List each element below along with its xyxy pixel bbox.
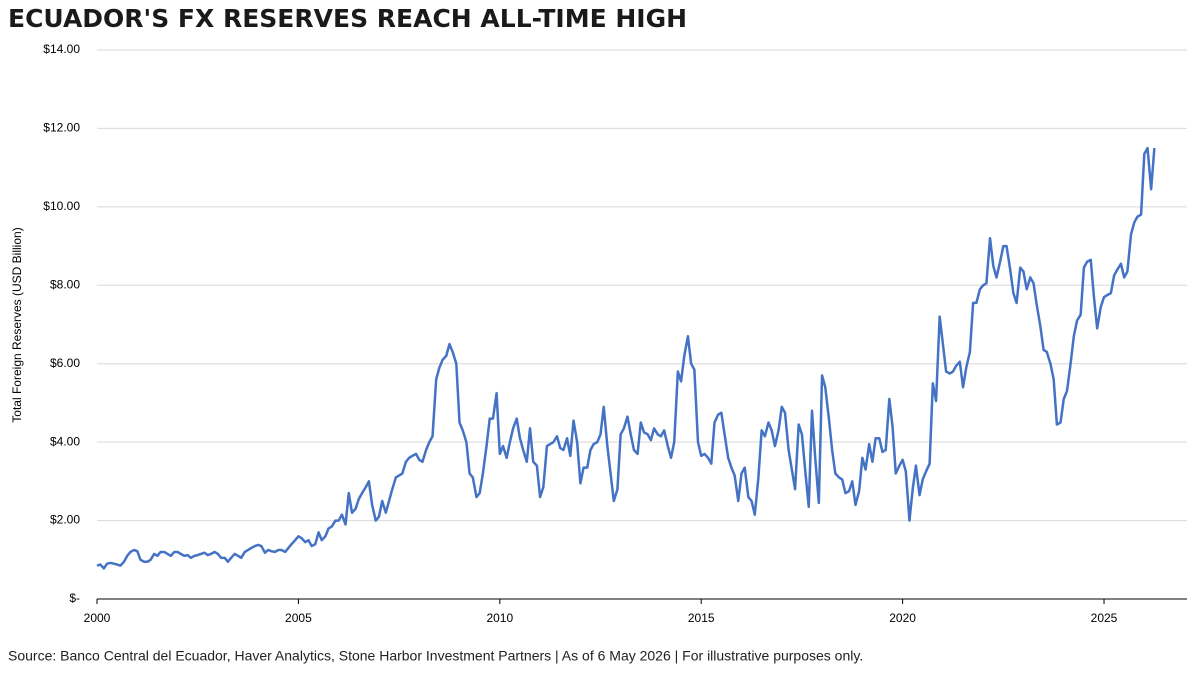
chart-title: ECUADOR'S FX RESERVES REACH ALL-TIME HIG… bbox=[8, 4, 687, 33]
y-tick-label: $6.00 bbox=[50, 356, 80, 370]
y-tick-label: $8.00 bbox=[50, 277, 80, 291]
x-tick-label: 2000 bbox=[84, 611, 111, 625]
y-tick-label: $14.00 bbox=[43, 42, 80, 56]
y-tick-label: $2.00 bbox=[50, 513, 80, 527]
y-tick-label: $10.00 bbox=[43, 199, 80, 213]
y-tick-label: $- bbox=[69, 591, 80, 605]
footnote: Source: Banco Central del Ecuador, Haver… bbox=[8, 648, 863, 664]
x-tick-label: 2005 bbox=[285, 611, 312, 625]
data-line bbox=[96, 146, 1156, 570]
x-tick-label: 2015 bbox=[688, 611, 715, 625]
x-tick-label: 2020 bbox=[889, 611, 916, 625]
x-tick-label: 2010 bbox=[486, 611, 513, 625]
y-tick-label: $4.00 bbox=[50, 434, 80, 448]
y-tick-label: $12.00 bbox=[43, 121, 80, 135]
y-axis-label: Total Foreign Reserves (USD Billion) bbox=[10, 227, 24, 422]
x-tick-label: 2025 bbox=[1091, 611, 1118, 625]
